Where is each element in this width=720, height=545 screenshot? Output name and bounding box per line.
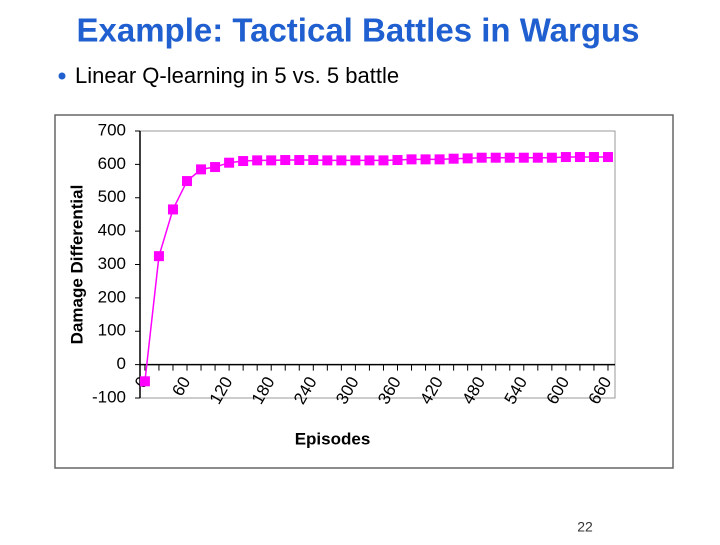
- y-tick-label: 0: [117, 354, 126, 373]
- point-marker: [294, 155, 305, 166]
- point-marker: [139, 376, 150, 387]
- point-marker: [476, 152, 487, 163]
- point-marker: [420, 154, 431, 165]
- y-tick-label: 600: [98, 154, 126, 173]
- point-marker: [364, 155, 375, 166]
- y-tick-label: 700: [98, 120, 126, 139]
- y-tick-label: 100: [98, 321, 126, 340]
- point-marker: [434, 154, 445, 165]
- y-tick-label: 500: [98, 187, 126, 206]
- chart-frame: [54, 114, 674, 469]
- y-tick-label: 300: [98, 254, 126, 273]
- point-marker: [462, 153, 473, 164]
- point-marker: [602, 152, 613, 163]
- page-number: 22: [577, 519, 593, 535]
- x-axis-label: Episodes: [295, 429, 371, 448]
- point-marker: [224, 157, 235, 168]
- chart: -100010020030040050060070006012018024030…: [67, 120, 616, 448]
- point-marker: [182, 176, 193, 187]
- point-marker: [238, 156, 249, 167]
- point-marker: [252, 155, 263, 166]
- bullet-dot: [58, 72, 66, 80]
- point-marker: [266, 155, 277, 166]
- y-axis-label: Damage Differential: [67, 185, 86, 345]
- point-marker: [336, 155, 347, 166]
- point-marker: [546, 152, 557, 163]
- point-marker: [308, 155, 319, 166]
- point-marker: [448, 153, 459, 164]
- point-marker: [196, 164, 207, 175]
- point-marker: [280, 155, 291, 166]
- point-marker: [378, 155, 389, 166]
- point-marker: [153, 251, 164, 262]
- point-marker: [574, 152, 585, 163]
- slide-title: Example: Tactical Battles in Wargus: [77, 12, 640, 49]
- point-marker: [560, 152, 571, 163]
- point-marker: [406, 154, 417, 165]
- point-marker: [504, 152, 515, 163]
- point-marker: [322, 155, 333, 166]
- point-marker: [392, 155, 403, 166]
- y-tick-label: 400: [98, 221, 126, 240]
- point-marker: [518, 152, 529, 163]
- series-line: [144, 156, 608, 382]
- point-marker: [167, 204, 178, 215]
- y-tick-label: 200: [98, 287, 126, 306]
- point-marker: [210, 162, 221, 173]
- point-marker: [588, 152, 599, 163]
- y-tick-label: -100: [92, 387, 126, 406]
- bullet-text: Linear Q-learning in 5 vs. 5 battle: [75, 63, 399, 88]
- point-marker: [532, 152, 543, 163]
- point-marker: [490, 152, 501, 163]
- point-marker: [350, 155, 361, 166]
